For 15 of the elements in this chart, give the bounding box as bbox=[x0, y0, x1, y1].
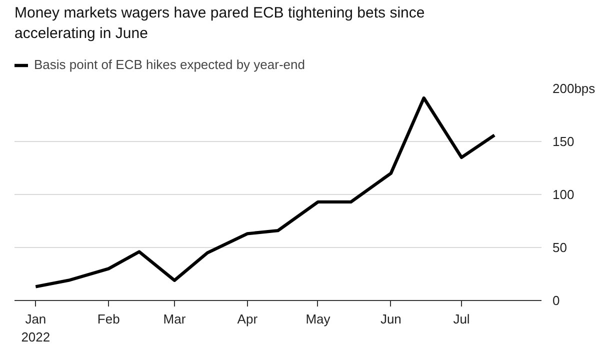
chart-title: Money markets wagers have pared ECB tightening bets since accelerating in June bbox=[14, 4, 425, 42]
x-tick-label: Apr bbox=[237, 312, 258, 326]
y-tick-label: 200bps bbox=[552, 81, 596, 96]
x-tick-label: May bbox=[306, 312, 331, 326]
x-tick-label: Jun bbox=[380, 312, 402, 326]
x-tick-label: Jan 2022 bbox=[21, 312, 50, 344]
y-tick-label: 50 bbox=[552, 240, 567, 255]
legend-label: Basis point of ECB hikes expected by year-end bbox=[34, 57, 305, 72]
x-tick-label: Jul bbox=[453, 312, 470, 326]
y-tick-label: 0 bbox=[552, 293, 560, 308]
x-tick-label: Mar bbox=[163, 312, 186, 326]
y-tick-label: 150 bbox=[552, 134, 574, 149]
line-series bbox=[34, 96, 496, 288]
x-tick-label: Feb bbox=[97, 312, 120, 326]
y-tick-label: 100 bbox=[552, 187, 574, 202]
